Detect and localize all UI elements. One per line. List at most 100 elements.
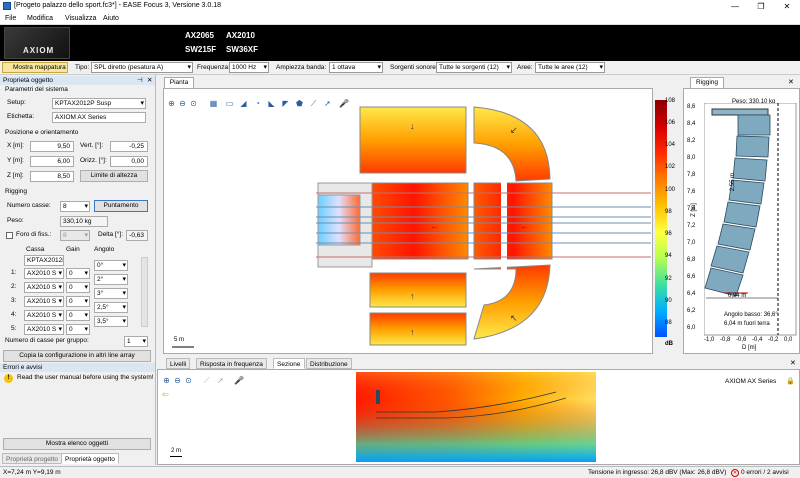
show-mapping-button[interactable]: Mostra mappatura: [2, 62, 68, 73]
foro-checkbox[interactable]: [6, 232, 13, 239]
zoom-fit-icon[interactable]: ⊙: [190, 99, 197, 108]
zoom-fit-icon[interactable]: ⊙: [185, 376, 192, 385]
area-bottom-right-arc[interactable]: [473, 264, 551, 340]
tipo-select[interactable]: SPL diretto (pesatura A): [91, 62, 193, 73]
cabinet[interactable]: [710, 245, 750, 274]
cabinet[interactable]: [704, 267, 744, 297]
gain-select[interactable]: 0: [66, 324, 90, 335]
table-scrollbar[interactable]: [141, 257, 148, 327]
area-bottom-left-2[interactable]: [369, 312, 467, 346]
group-select[interactable]: 1: [124, 336, 148, 347]
rigging-close-icon[interactable]: ✕: [788, 79, 794, 86]
line-tool-icon[interactable]: ⟋: [203, 376, 210, 385]
copy-config-button[interactable]: Copia la configurazione in altri line ar…: [3, 350, 151, 362]
angle-select[interactable]: 3,5°: [94, 316, 128, 327]
cabinet[interactable]: [735, 135, 770, 158]
vert-input[interactable]: -0,25: [110, 141, 148, 152]
cassa-select[interactable]: AX2010 S: [24, 324, 64, 335]
tab-sezione[interactable]: Sezione: [273, 358, 305, 369]
tab-rigging[interactable]: Rigging: [690, 77, 724, 88]
zoom-out-icon[interactable]: ⊖: [174, 376, 181, 385]
back-arrow-icon[interactable]: ⇦: [162, 390, 169, 399]
x-input[interactable]: 9,50: [30, 141, 74, 152]
orizz-input[interactable]: 0,00: [110, 156, 148, 167]
etichetta-input[interactable]: AXIOM AX Series: [52, 112, 146, 123]
tab-distribuzione[interactable]: Distribuzione: [306, 358, 352, 369]
product-sw215f[interactable]: SW215F: [185, 45, 217, 54]
tab-project-properties[interactable]: Proprietà progetto: [2, 453, 63, 464]
angle-select[interactable]: 0°: [94, 260, 128, 271]
gain-select[interactable]: 0: [66, 310, 90, 321]
bottom-close-icon[interactable]: ✕: [790, 360, 796, 367]
gain-select[interactable]: 0: [66, 282, 90, 293]
close-icon[interactable]: ✕: [783, 2, 791, 11]
wedge-area-icon[interactable]: ◤: [282, 99, 289, 108]
area-top-left[interactable]: [359, 106, 467, 174]
area-middle-right[interactable]: [473, 182, 553, 260]
product-ax2065[interactable]: AX2065: [185, 31, 214, 40]
pointer-icon[interactable]: ➚: [324, 99, 331, 108]
area-top-right-arc[interactable]: [473, 106, 551, 182]
frequency-select[interactable]: 1000 Hz: [229, 62, 269, 73]
maximize-icon[interactable]: ❐: [757, 2, 765, 11]
y-input[interactable]: 6,00: [30, 156, 74, 167]
section-view[interactable]: ⊕ ⊖ ⊙ ⟋ ➚ 🎤 ⇦ AXIOM AX Series 🔒 2 m: [157, 369, 800, 465]
tab-object-properties[interactable]: Proprietà oggetto: [61, 453, 119, 464]
pin-icon[interactable]: ⊣: [137, 77, 143, 84]
corner-area-icon[interactable]: ◣: [268, 99, 275, 108]
cassa-select[interactable]: AX2010 S: [24, 296, 64, 307]
cassa-select[interactable]: AX2010 S: [24, 310, 64, 321]
zoom-in-icon[interactable]: ⊕: [163, 376, 170, 385]
area-middle[interactable]: [359, 182, 469, 260]
bandwidth-select[interactable]: 1 ottava: [329, 62, 383, 73]
tab-risposta-frequenza[interactable]: Risposta in frequenza: [196, 358, 267, 369]
gain-select[interactable]: 0: [66, 296, 90, 307]
zoom-out-icon[interactable]: ⊖: [179, 99, 186, 108]
tab-livelli[interactable]: Livelli: [166, 358, 191, 369]
rect-area-icon[interactable]: ▭: [225, 99, 234, 108]
measure-icon[interactable]: ⟋: [310, 99, 317, 108]
trapezoid-area-icon[interactable]: ◢: [240, 99, 247, 108]
product-ax2010[interactable]: AX2010: [226, 31, 255, 40]
error-count[interactable]: 0 errori / 2 avvisi: [741, 469, 789, 476]
menu-aiuto[interactable]: Aiuto: [103, 15, 119, 22]
rigging-frame-bar[interactable]: [711, 108, 769, 116]
cassa-select[interactable]: AX2010 S: [24, 268, 64, 279]
select-area-icon[interactable]: ▦: [209, 99, 218, 108]
angle-select[interactable]: 2°: [94, 274, 128, 285]
menu-file[interactable]: File: [5, 15, 17, 22]
microphone-icon[interactable]: 🎤: [234, 376, 244, 385]
minimize-icon[interactable]: —: [731, 2, 739, 11]
height-limits-button[interactable]: Limite di altezza: [80, 170, 148, 182]
foro-select[interactable]: 8: [60, 230, 90, 241]
microphone-icon[interactable]: 🎤: [339, 99, 349, 108]
pointer-icon[interactable]: ➚: [217, 376, 224, 385]
menu-visualizza[interactable]: Visualizza: [65, 15, 97, 22]
sources-select[interactable]: Tutte le sorgenti (12): [436, 62, 512, 73]
gain-select[interactable]: 0: [66, 268, 90, 279]
zoom-in-icon[interactable]: ⊕: [168, 99, 175, 108]
cassa-select[interactable]: AX2010 S: [24, 282, 64, 293]
product-sw36xf[interactable]: SW36XF: [226, 45, 259, 54]
cabinet[interactable]: [717, 223, 756, 251]
z-input[interactable]: 8,50: [30, 171, 74, 182]
num-casse-select[interactable]: 8: [60, 201, 90, 212]
puntamento-button[interactable]: Puntamento: [94, 200, 148, 212]
menu-modifica[interactable]: Modifica: [27, 15, 54, 22]
setup-select[interactable]: KPTAX2012P Susp: [52, 98, 146, 109]
arc-area-icon[interactable]: ◔: [255, 99, 260, 108]
angle-select[interactable]: 3°: [94, 288, 128, 299]
cabinet-stack[interactable]: [704, 114, 771, 297]
areas-select[interactable]: Tutte le aree (12): [535, 62, 605, 73]
panel-close-icon[interactable]: ✕: [147, 77, 153, 84]
plan-view[interactable]: ⊕ ⊖ ⊙ ▦ ▭ ◢ ◔ ◣ ◤ ⬟ ⟋ ➚ 🎤: [163, 88, 653, 354]
area-bottom-left[interactable]: [369, 272, 467, 308]
cabinet[interactable]: [737, 114, 771, 136]
tab-pianta[interactable]: Pianta: [164, 77, 194, 88]
cabinet[interactable]: [732, 157, 768, 182]
cabinet[interactable]: [723, 201, 761, 228]
cabinet[interactable]: [728, 179, 765, 205]
polygon-area-icon[interactable]: ⬟: [296, 99, 303, 108]
lock-icon[interactable]: 🔒: [786, 378, 795, 385]
show-object-list-button[interactable]: Mostra elenco oggetti: [3, 438, 151, 450]
